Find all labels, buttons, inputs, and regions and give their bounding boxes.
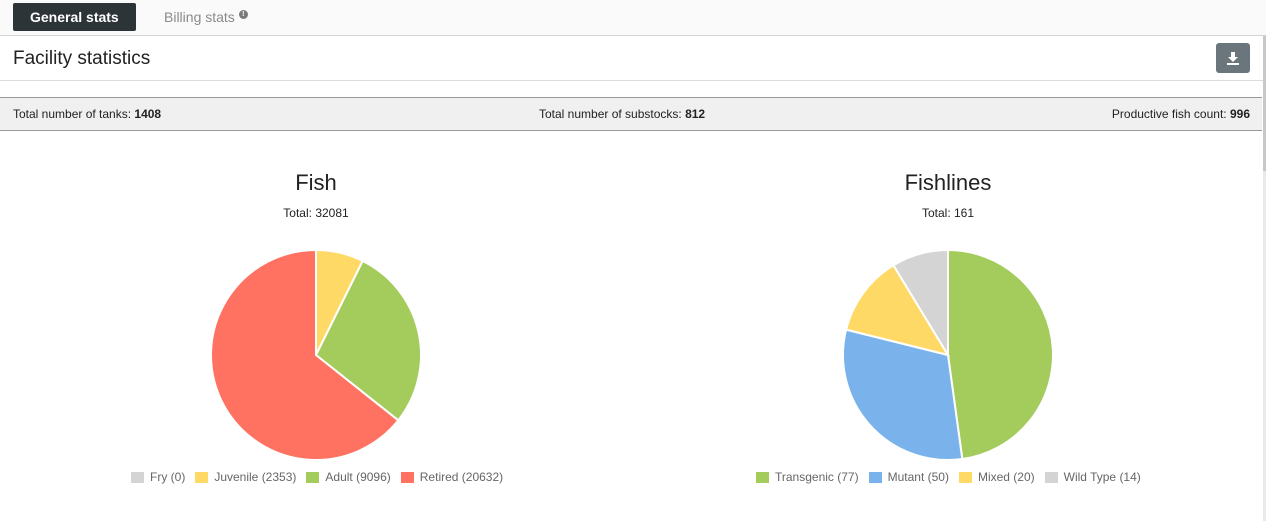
fish-legend-label-0: Fry (0) [150,470,186,484]
tab-billing-stats[interactable]: Billing stats! [147,3,265,31]
stat-productive-fish: Productive fish count: 996 [1112,107,1250,121]
download-icon [1227,52,1239,65]
fishlines-legend-label-0: Transgenic (77) [775,470,859,484]
fish-chart-title: Fish [295,170,337,195]
fishlines-legend-label-1: Mutant (50) [887,470,949,484]
fishlines-legend-swatch-3 [1044,471,1058,483]
fish-legend-item-1[interactable]: Juvenile (2353) [195,470,296,484]
page-header: Facility statistics [0,36,1266,81]
fishlines-pie-slice-3[interactable] [892,248,949,359]
tab-general-stats[interactable]: General stats [13,3,136,31]
fishlines-chart-title: Fishlines [904,170,992,195]
download-button[interactable] [1216,43,1250,73]
summary-stats-bar: Total number of tanks: 1408 Total number… [0,97,1262,131]
fishlines-legend-label-2: Mixed (20) [977,470,1035,484]
fish-legend-label-2: Adult (9096) [325,470,391,484]
stat-total-tanks-label: Total number of tanks: [13,107,132,121]
stat-total-tanks-value: 1408 [134,107,162,121]
fishlines-legend-label-3: Wild Type (14) [1063,470,1141,484]
stat-total-tanks: Total number of tanks: 1408 [13,107,161,121]
fish-legend-swatch-3 [400,471,414,483]
stat-total-substocks-label: Total number of substocks: [539,107,682,121]
stat-total-substocks-value: 812 [685,107,706,121]
fish-pie-slice-3[interactable] [210,248,400,461]
tab-billing-stats-label: Billing stats [164,9,235,25]
fish-legend-item-2[interactable]: Adult (9096) [306,470,391,484]
scrollbar-track[interactable] [1263,36,1266,521]
fishlines-legend-item-3[interactable]: Wild Type (14) [1044,470,1141,484]
fishlines-pie-slice-0[interactable] [947,248,1054,461]
fish-legend-swatch-0 [131,471,144,483]
info-icon[interactable]: ! [238,10,248,19]
fish-legend-label-3: Retired (20632) [419,470,504,484]
stat-productive-fish-label: Productive fish count: [1111,107,1227,121]
fish-legend-label-1: Juvenile (2353) [214,470,297,484]
fish-pie-slice-2[interactable] [314,259,422,422]
fishlines-legend-item-1[interactable]: Mutant (50) [868,470,949,484]
scrollbar-thumb[interactable] [1263,36,1266,171]
fishlines-legend-swatch-2 [958,471,972,483]
fish-legend-swatch-2 [306,471,320,483]
page-title: Facility statistics [13,48,151,69]
fishlines-legend-item-0[interactable]: Transgenic (77) [756,470,859,484]
stat-total-substocks: Total number of substocks: 812 [539,107,705,121]
fishlines-pie-slice-1[interactable] [842,328,964,461]
fish-chart-total: Total: 32081 [283,206,349,220]
fishlines-pie-slice-2[interactable] [844,263,951,357]
fish-chart-legend: Fry (0) Juvenile (2353) Adult (9096) Retire… [131,469,513,485]
tab-bar: General stats Billing stats! [0,0,1266,36]
fishlines-legend-item-2[interactable]: Mixed (20) [958,470,1035,484]
fish-legend-item-0[interactable]: Fry (0) [131,470,185,484]
fish-legend-swatch-1 [195,471,209,483]
fishlines-legend-swatch-0 [756,471,769,483]
fish-legend-item-3[interactable]: Retired (20632) [400,470,504,484]
stat-productive-fish-value: 996 [1229,107,1250,121]
tab-general-stats-label: General stats [30,9,119,25]
fishlines-legend-swatch-1 [868,471,882,483]
fishlines-chart-total: Total: 161 [921,206,975,220]
fishlines-chart-legend: Transgenic (77) Mutant (50) Mixed (20) Wild… [756,469,1151,485]
